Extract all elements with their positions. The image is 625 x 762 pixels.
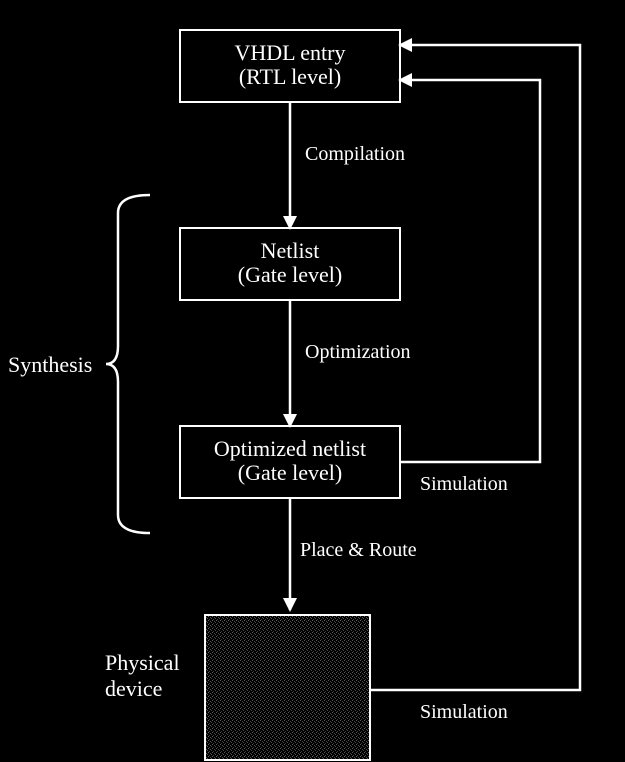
node-netlist-line1: Netlist xyxy=(261,238,320,263)
node-optimized-netlist: Optimized netlist (Gate level) xyxy=(180,426,400,498)
synthesis-label: Synthesis xyxy=(8,352,92,377)
edge-simulation-lower xyxy=(370,45,580,690)
edge-simulation-upper-label: Simulation xyxy=(420,473,508,495)
physical-device-label-1: Physical xyxy=(105,650,180,675)
node-physical-device xyxy=(205,615,370,760)
physical-device-label-2: device xyxy=(105,676,162,701)
synthesis-brace xyxy=(106,195,150,533)
node-optnet-line2: (Gate level) xyxy=(238,460,342,485)
node-vhdl-entry: VHDL entry (RTL level) xyxy=(180,30,400,102)
node-netlist: Netlist (Gate level) xyxy=(180,228,400,300)
node-netlist-line2: (Gate level) xyxy=(238,262,342,287)
node-optnet-line1: Optimized netlist xyxy=(214,436,366,461)
edge-optimization-label: Optimization xyxy=(305,341,411,363)
edge-place-route-label: Place & Route xyxy=(300,539,417,561)
edge-simulation-lower-label: Simulation xyxy=(420,701,508,723)
edge-compilation-label: Compilation xyxy=(305,143,405,165)
edge-simulation-upper xyxy=(400,80,540,462)
flowchart-diagram: VHDL entry (RTL level) Netlist (Gate lev… xyxy=(0,0,625,762)
node-vhdl-line2: (RTL level) xyxy=(239,64,341,89)
node-vhdl-line1: VHDL entry xyxy=(235,40,346,65)
